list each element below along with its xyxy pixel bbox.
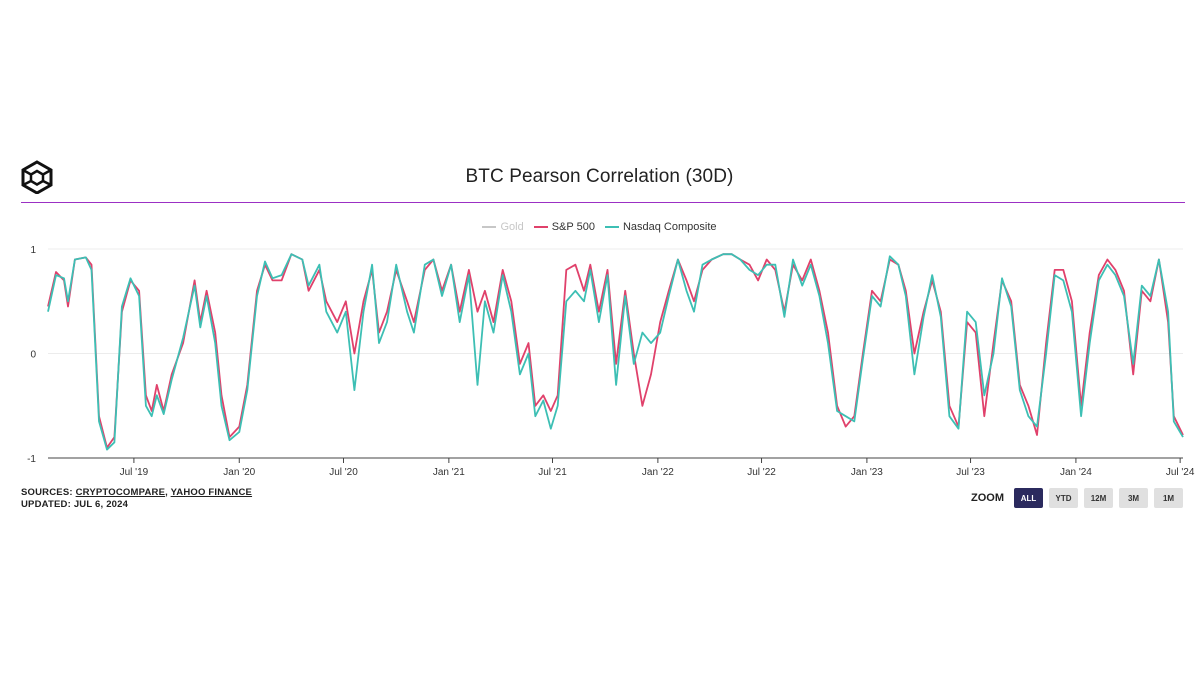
legend-item-sp500[interactable]: S&P 500 (533, 221, 595, 233)
sources-note: SOURCES: CRYPTOCOMPARE, YAHOO FINANCE UP… (21, 487, 252, 511)
sources-separator: , (165, 487, 171, 498)
x-tick-label: Jul '24 (1166, 467, 1195, 478)
x-tick-label: Jul '22 (747, 467, 776, 478)
zoom-label: ZOOM (971, 492, 1004, 504)
series-line-s-p-500[interactable] (47, 253, 1184, 449)
x-tick-label: Jul '23 (956, 467, 985, 478)
source-link-cryptocompare[interactable]: CRYPTOCOMPARE (75, 487, 166, 498)
x-tick-label: Jan '20 (223, 467, 255, 478)
zoom-ytd-button[interactable]: YTD (1049, 488, 1078, 508)
y-tick-label: 1 (30, 245, 36, 256)
zoom-1m-button[interactable]: 1M (1154, 488, 1183, 508)
x-tick-label: Jan '21 (433, 467, 465, 478)
x-tick-label: Jul '21 (538, 467, 567, 478)
legend-item-nasdaq[interactable]: Nasdaq Composite (604, 221, 717, 233)
legend-swatch-sp500 (533, 226, 548, 228)
chart-legend: Gold S&P 500 Nasdaq Composite (0, 221, 1199, 233)
legend-label-gold: Gold (500, 221, 524, 233)
x-tick-label: Jan '22 (642, 467, 674, 478)
legend-swatch-gold (482, 226, 497, 228)
legend-label-nasdaq: Nasdaq Composite (622, 221, 717, 233)
legend-label-sp500: S&P 500 (551, 221, 595, 233)
zoom-controls: ZOOM ALL YTD 12M 3M 1M (971, 488, 1183, 508)
zoom-12m-button[interactable]: 12M (1084, 488, 1113, 508)
x-tick-label: Jul '19 (120, 467, 149, 478)
legend-item-gold[interactable]: Gold (482, 221, 524, 233)
legend-swatch-nasdaq (604, 226, 619, 228)
x-tick-label: Jan '23 (851, 467, 883, 478)
y-tick-label: 0 (30, 350, 36, 361)
y-tick-label: -1 (27, 454, 36, 465)
sources-prefix: SOURCES: (21, 487, 76, 498)
zoom-3m-button[interactable]: 3M (1119, 488, 1148, 508)
x-tick-label: Jul '20 (329, 467, 358, 478)
updated-date: UPDATED: JUL 6, 2024 (21, 499, 129, 510)
header-divider (21, 202, 1185, 203)
source-link-yahoo-finance[interactable]: YAHOO FINANCE (170, 487, 253, 498)
zoom-all-button[interactable]: ALL (1014, 488, 1043, 508)
chart-title: BTC Pearson Correlation (30D) (465, 166, 734, 187)
series-line-nasdaq-composite[interactable] (47, 253, 1184, 451)
x-tick-label: Jan '24 (1060, 467, 1092, 478)
cube-logo-icon (21, 160, 53, 195)
